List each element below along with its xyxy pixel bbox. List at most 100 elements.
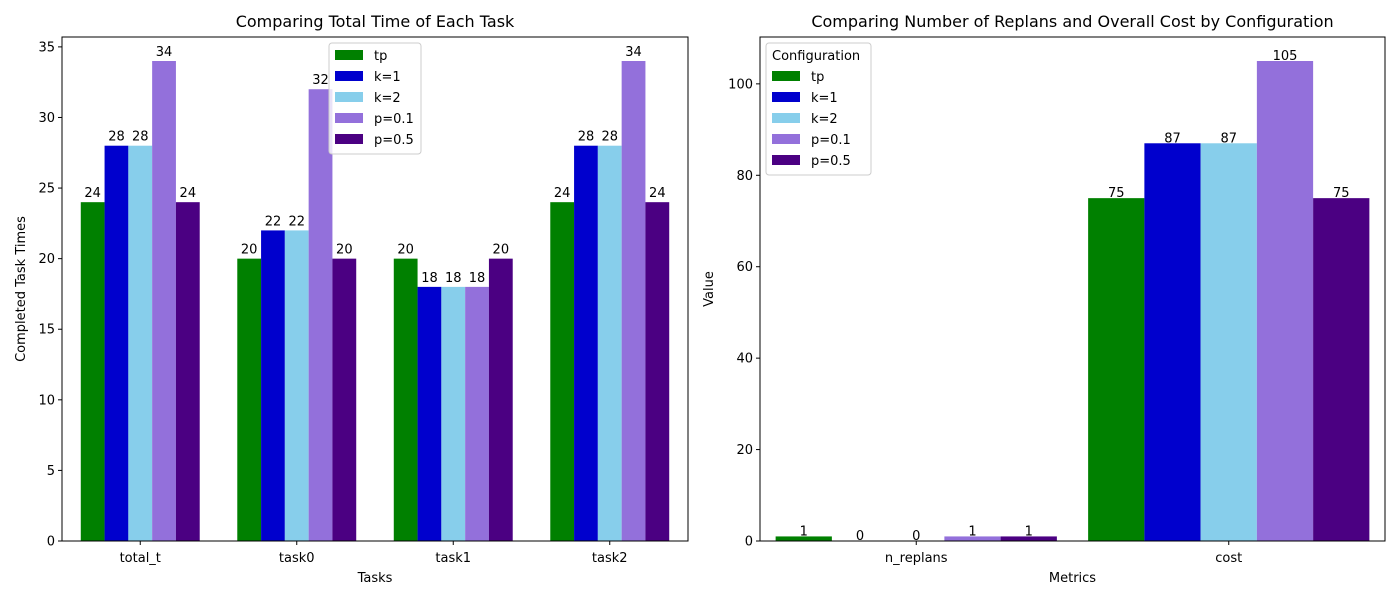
bar-tp-task0 (237, 258, 262, 541)
data-label: 20 (397, 243, 414, 258)
data-label: 1 (968, 524, 976, 539)
bar-p=0.5-cost (1313, 198, 1370, 541)
data-label: 28 (132, 130, 149, 145)
data-label: 18 (469, 271, 486, 286)
chart-title: Comparing Total Time of Each Task (236, 12, 515, 31)
chart-2: 1 75 0 87 0 87 1 105 1 75 0 20 40 60 80 100 n_replans cos… (702, 12, 1386, 586)
legend: tp k=1 k=2 p=0.1 p=0.5 (328, 42, 422, 155)
data-label: 24 (554, 186, 571, 201)
legend-swatch-p=0.1 (772, 134, 800, 144)
data-label: 24 (180, 186, 197, 201)
legend-swatch-p=0.1 (335, 113, 363, 123)
y-tick-label: 60 (736, 260, 753, 275)
bar-k=2-task0 (284, 230, 309, 542)
data-label: 28 (601, 130, 618, 145)
x-tick-label: cost (1215, 551, 1242, 566)
y-tick-label: 25 (38, 182, 55, 197)
legend-swatch-p=0.5 (772, 155, 800, 165)
legend-swatch-tp (335, 50, 363, 60)
y-tick-label: 10 (38, 393, 55, 408)
y-tick-label: 40 (736, 352, 753, 367)
bar-tp-task2 (550, 202, 575, 542)
bar-p=0.5-task2 (645, 202, 670, 542)
data-label: 75 (1333, 186, 1350, 201)
legend-label-p=0.1: p=0.1 (811, 133, 851, 148)
data-label: 22 (265, 214, 282, 229)
bar-p=0.1-task0 (308, 89, 333, 541)
plot-frame (759, 36, 1386, 542)
x-axis-label: Metrics (1049, 571, 1096, 586)
bar-p=0.5-task0 (332, 258, 357, 541)
bar-tp-cost (1088, 198, 1145, 541)
legend-label-tp: tp (374, 49, 387, 64)
bar-k=1-task0 (261, 230, 285, 542)
y-tick-label: 5 (47, 464, 55, 479)
data-label: 87 (1220, 131, 1237, 146)
chart-title: Comparing Number of Replans and Overall … (811, 12, 1333, 31)
bar-p=0.5-n_replans (1000, 536, 1057, 541)
legend-label-k=1: k=1 (811, 91, 838, 106)
y-axis-label: Completed Task Times (14, 216, 29, 362)
legend-swatch-p=0.5 (335, 134, 363, 144)
data-label: 20 (336, 243, 353, 258)
bar-k=1-total_t (104, 145, 129, 542)
legend-label-k=2: k=2 (374, 91, 401, 106)
y-tick-label: 20 (38, 252, 55, 267)
bar-p=0.1-task1 (465, 286, 489, 541)
data-label: 20 (493, 243, 510, 258)
bar-k=1-task1 (417, 286, 442, 541)
bar-k=2-cost (1200, 143, 1257, 542)
chart-1: 24 20 20 24 28 22 18 28 28 22 18 28 34 32 18 34 24 20 20 24… (14, 12, 689, 586)
bar-p=0.1-total_t (152, 61, 176, 541)
x-tick-label: total_t (120, 551, 161, 566)
legend-swatch-k=1 (772, 92, 800, 102)
bar-k=2-total_t (128, 145, 153, 542)
y-tick-label: 15 (38, 323, 55, 338)
legend-label-p=0.5: p=0.5 (811, 154, 851, 169)
legend: Configuration tp k=1 k=2 p=0.1 p=0.5 (765, 42, 872, 176)
data-label: 24 (649, 186, 666, 201)
legend-label-k=1: k=1 (374, 70, 401, 85)
x-tick-label: task1 (435, 551, 471, 566)
data-label: 1 (1025, 524, 1033, 539)
legend-label-p=0.5: p=0.5 (374, 133, 414, 148)
legend-box (328, 42, 422, 155)
bar-p=0.5-total_t (175, 202, 200, 542)
data-label: 75 (1108, 186, 1125, 201)
data-label: 28 (578, 130, 595, 145)
legend-swatch-k=2 (772, 113, 800, 123)
y-axis-label: Value (702, 271, 717, 307)
data-label: 34 (156, 45, 173, 60)
legend-swatch-k=2 (335, 92, 363, 102)
legend-label-tp: tp (811, 70, 824, 85)
data-label: 20 (241, 243, 258, 258)
bar-k=1-task2 (574, 145, 598, 542)
x-axis-label: Tasks (357, 571, 393, 586)
bar-k=2-task2 (597, 145, 622, 542)
legend-label-p=0.1: p=0.1 (374, 112, 414, 127)
bar-k=2-task1 (441, 286, 466, 541)
bar-tp-total_t (80, 202, 105, 542)
legend-swatch-tp (772, 71, 800, 81)
bar-p=0.1-n_replans (944, 536, 1001, 541)
data-label: 18 (445, 271, 462, 286)
data-label: 87 (1164, 131, 1181, 146)
x-tick-label: n_replans (885, 551, 948, 566)
bar-p=0.1-cost (1256, 61, 1314, 541)
y-tick-label: 20 (736, 443, 753, 458)
data-label: 28 (108, 130, 125, 145)
y-tick-label: 80 (736, 169, 753, 184)
legend-swatch-k=1 (335, 71, 363, 81)
data-label: 1 (800, 524, 808, 539)
y-tick-label: 100 (728, 77, 753, 92)
data-label: 18 (421, 271, 438, 286)
y-tick-label: 30 (38, 111, 55, 126)
bar-p=0.1-task2 (621, 61, 646, 541)
y-tick-label: 35 (38, 40, 55, 55)
data-label: 24 (84, 186, 101, 201)
bar-tp-n_replans (775, 536, 832, 541)
bar-p=0.5-task1 (488, 258, 513, 541)
data-label: 32 (312, 73, 329, 88)
